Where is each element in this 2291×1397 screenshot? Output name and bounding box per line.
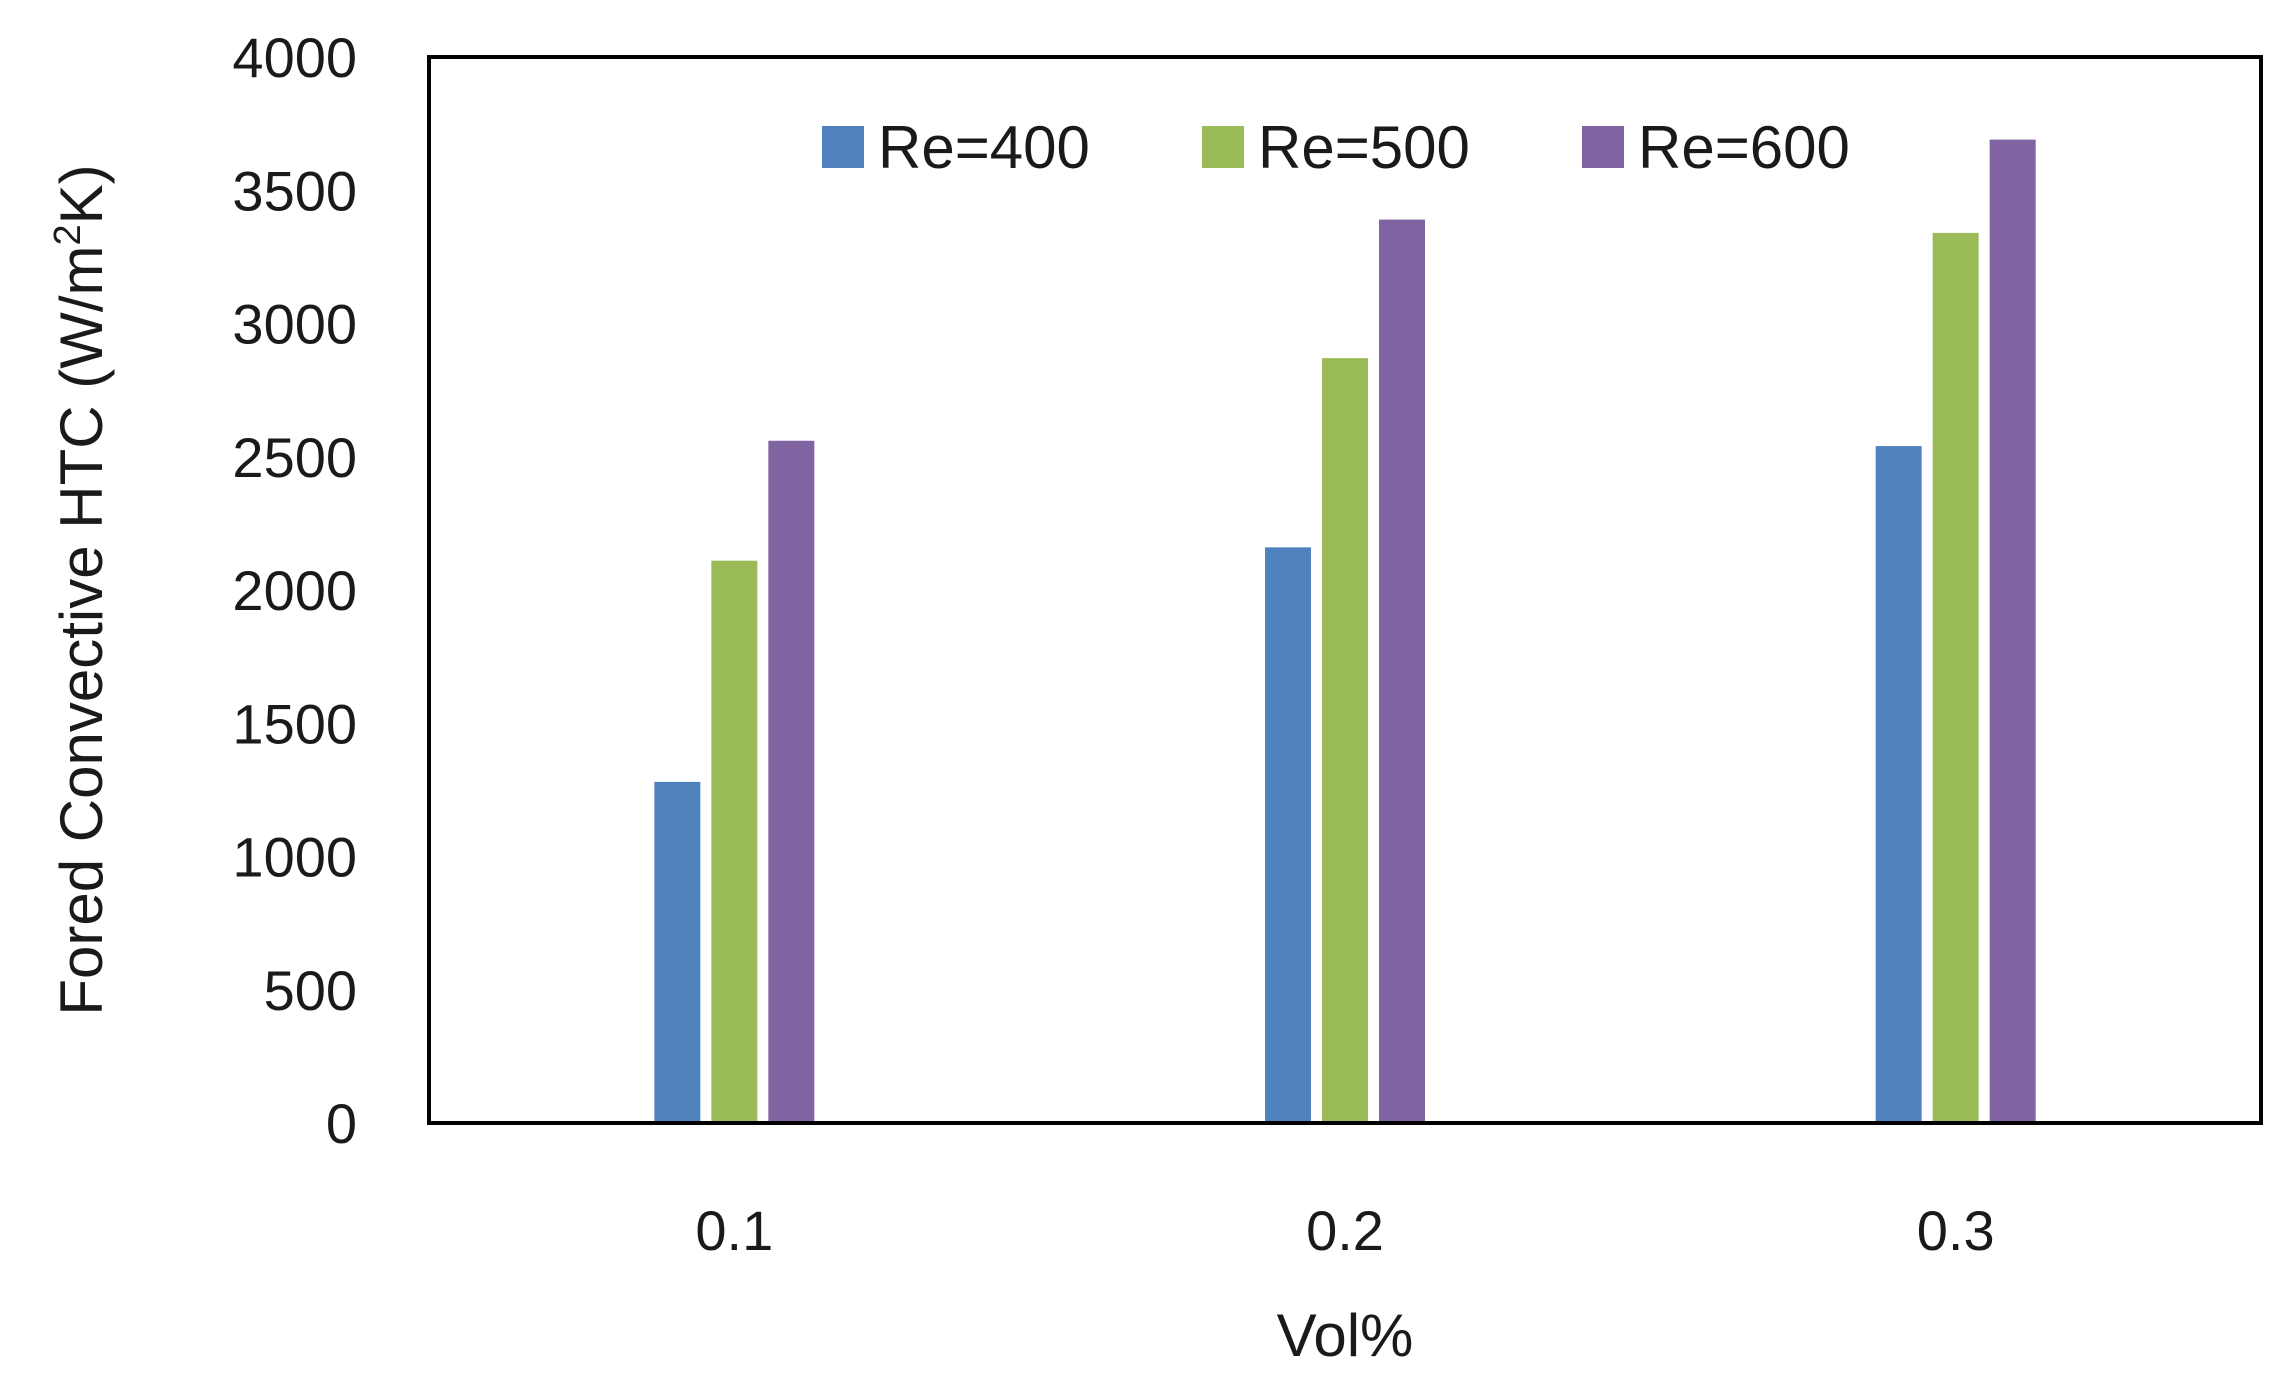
x-tick-label: 0.2	[1306, 1199, 1384, 1262]
bar-re-400-vol-0-3	[1875, 446, 1922, 1124]
bar-re-400-vol-0-2	[1265, 547, 1311, 1123]
plot-frame	[427, 55, 2263, 1125]
x-axis-title: Vol%	[1277, 1302, 1414, 1369]
y-tick-label: 2000	[232, 559, 357, 622]
bar-re-600-vol-0-3	[1989, 139, 2036, 1124]
bar-re-500-vol-0-3	[1932, 232, 1979, 1123]
y-tick-label: 1000	[232, 826, 357, 889]
y-tick-label: 0	[326, 1092, 357, 1155]
bar-re-400-vol-0-1	[654, 781, 701, 1123]
bar-re-600-vol-0-1	[768, 440, 815, 1123]
y-tick-label: 500	[264, 959, 357, 1022]
legend-swatch	[822, 126, 864, 168]
bars-group	[654, 139, 2036, 1124]
bar-re-500-vol-0-2	[1322, 358, 1368, 1123]
x-tick-labels: 0.1 0.2 0.3	[695, 1199, 1994, 1262]
bar-re-500-vol-0-1	[711, 560, 758, 1123]
x-tick-label: 0.3	[1917, 1199, 1995, 1262]
y-axis-title-sup: 2	[47, 224, 89, 245]
legend: Re=400 Re=500 Re=600	[822, 114, 1850, 181]
y-tick-label: 2500	[232, 426, 357, 489]
legend-label: Re=500	[1258, 114, 1470, 181]
legend-label: Re=600	[1638, 114, 1850, 181]
legend-swatch	[1582, 126, 1624, 168]
legend-swatch	[1202, 126, 1244, 168]
y-tick-label: 1500	[232, 692, 357, 755]
bar-re-600-vol-0-2	[1379, 219, 1425, 1123]
legend-label: Re=400	[878, 114, 1090, 181]
y-tick-label: 3500	[232, 159, 357, 222]
y-axis-title-tail: K)	[48, 164, 115, 224]
y-axis-title-main: Fored Convective HTC (W/m	[48, 246, 115, 1016]
y-tick-label: 4000	[232, 26, 357, 89]
y-tick-label: 3000	[232, 293, 357, 356]
x-tick-label: 0.1	[695, 1199, 773, 1262]
y-tick-labels: 0 500 1000 1500 2000 2500 3000 3500 4000	[232, 26, 357, 1155]
y-axis-title: Fored Convective HTC (W/m2K)	[47, 164, 115, 1015]
